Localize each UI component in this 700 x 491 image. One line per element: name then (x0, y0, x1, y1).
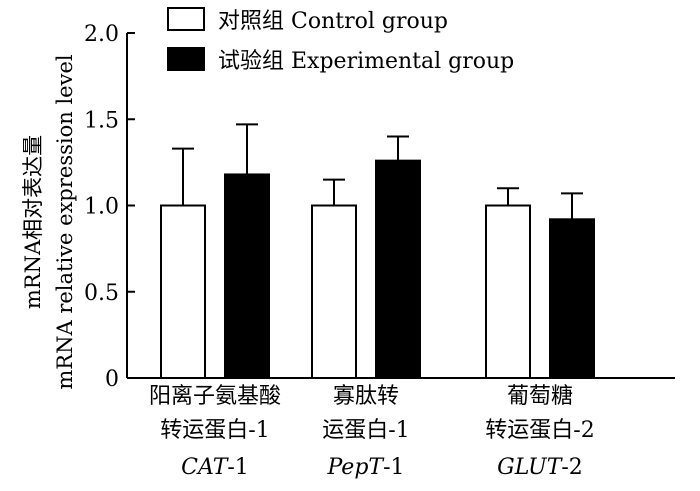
bar-experimental (375, 159, 421, 379)
category-label-gene: CAT-1 (181, 455, 249, 480)
bar-experimental (224, 173, 270, 379)
category-label-zh-line2: 转运蛋白-1 (160, 418, 269, 443)
category-label-zh-line1: 寡肽转 (333, 384, 399, 409)
legend-label-control: 对照组 Control group (218, 9, 448, 34)
y-tick-label: 0 (105, 367, 119, 392)
category-label-zh-line1: 阳离子氨基酸 (149, 384, 281, 409)
legend-swatch-experimental (167, 47, 205, 71)
category-label-gene: GLUT-2 (497, 455, 583, 480)
y-axis-title-en: mRNA relative expression level (53, 54, 77, 389)
legend: 对照组 Control group 试验组 Experimental group (167, 7, 514, 74)
y-axis-title-zh: mRNA相对表达量 (21, 135, 45, 309)
y-tick-label: 0.5 (84, 281, 119, 306)
category-label-zh-line2: 转运蛋白-2 (485, 418, 594, 443)
y-tick-label: 2.0 (84, 22, 119, 47)
category-label-zh-line2: 运蛋白-1 (322, 418, 409, 443)
bar-experimental (549, 218, 595, 379)
category-label-gene: PepT-1 (326, 455, 404, 480)
y-ticks: 0 0.5 1.0 1.5 2.0 (84, 22, 135, 392)
bar-control (311, 204, 357, 379)
bar-control (485, 204, 531, 379)
y-tick-label: 1.0 (84, 195, 119, 220)
legend-label-experimental: 试验组 Experimental group (218, 49, 514, 74)
bar-control (160, 204, 206, 379)
legend-swatch-control (167, 7, 205, 31)
category-label-zh-line1: 葡萄糖 (507, 384, 573, 409)
y-tick-label: 1.5 (84, 108, 119, 133)
bars (160, 123, 595, 379)
